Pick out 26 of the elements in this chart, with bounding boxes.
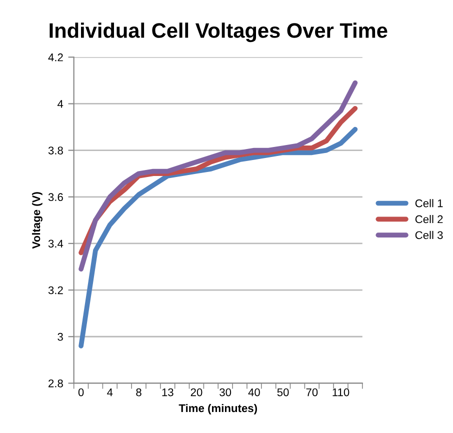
x-axis-title: Time (minutes) — [178, 404, 257, 414]
legend-label: Cell 2 — [415, 215, 443, 224]
y-tick-label: 2.8 — [48, 379, 63, 388]
y-tick-label: 3.8 — [48, 146, 63, 154]
y-axis-title: Voltage (V) — [32, 192, 42, 249]
y-tick-label: 3.6 — [48, 193, 63, 202]
y-tick-label: 4 — [58, 100, 64, 108]
x-tick-label: 30 — [220, 388, 232, 396]
x-tick-label: 13 — [162, 388, 174, 396]
x-tick-label: 0 — [78, 388, 84, 396]
line-series — [78, 126, 358, 348]
chart-title: Individual Cell Voltages Over Time — [50, 22, 388, 42]
x-tick-label: 8 — [136, 388, 142, 396]
legend-label: Cell 1 — [415, 199, 443, 208]
y-tick-label: 4.2 — [48, 53, 63, 62]
legend-label: Cell 3 — [415, 230, 443, 240]
x-tick-label: 50 — [277, 388, 289, 396]
line-series — [78, 80, 358, 272]
x-tick-label: 40 — [248, 388, 260, 396]
x-tick-label: 20 — [190, 388, 202, 396]
y-tick-label: 3.2 — [48, 286, 63, 294]
y-tick-label: 3 — [58, 332, 63, 341]
y-tick-label: 3.4 — [48, 240, 64, 248]
x-tick-label: 70 — [306, 388, 318, 396]
x-tick-label: 4 — [107, 388, 113, 396]
x-tick-label: 110 — [332, 388, 350, 396]
